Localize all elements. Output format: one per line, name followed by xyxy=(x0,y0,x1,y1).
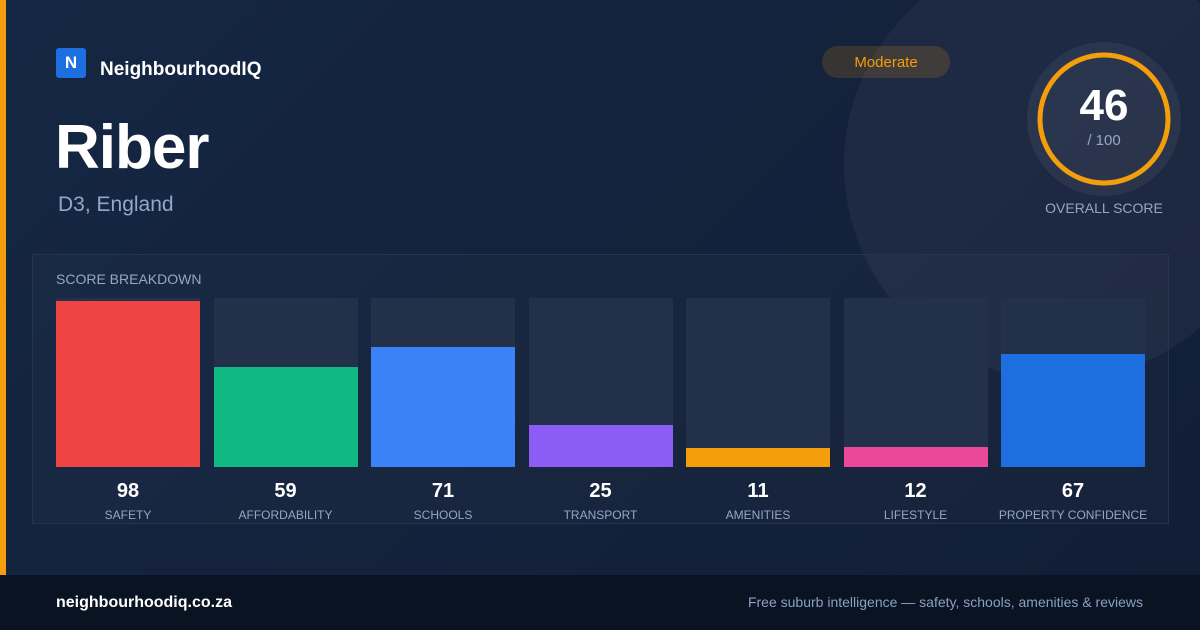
bar-label: AMENITIES xyxy=(725,508,791,522)
bar-track xyxy=(843,298,988,467)
bar-track xyxy=(528,298,673,467)
overall-score-label: OVERALL SCORE xyxy=(1045,200,1163,216)
bar-fill xyxy=(56,301,200,467)
bar-label: TRANSPORT xyxy=(563,508,638,522)
overall-score-ring: 46 / 100 xyxy=(1027,42,1181,196)
bar-value: 98 xyxy=(116,480,140,502)
share-card: N NeighbourhoodIQ Riber D3, England Mode… xyxy=(0,0,1200,575)
overall-score-value: 46 xyxy=(1079,81,1129,130)
bar-track xyxy=(56,298,200,467)
footer-url[interactable]: neighbourhoodiq.co.za xyxy=(56,594,232,611)
footer: neighbourhoodiq.co.za Free suburb intell… xyxy=(0,575,1200,630)
bar-fill xyxy=(843,446,988,467)
bar-track xyxy=(371,298,515,467)
page-title: Riber xyxy=(55,113,209,182)
bar-label: AFFORDABILITY xyxy=(238,508,333,522)
score-breakdown-title: SCORE BREAKDOWN xyxy=(56,271,202,287)
rating-badge: Moderate xyxy=(822,46,950,78)
accent-bar xyxy=(0,0,6,575)
bar-fill xyxy=(371,347,515,467)
score-breakdown-panel xyxy=(32,254,1169,524)
bar-value: 25 xyxy=(589,480,612,502)
brand: N NeighbourhoodIQ xyxy=(56,45,261,81)
bar-track xyxy=(213,298,358,467)
bar-fill xyxy=(528,424,673,467)
bar-value: 11 xyxy=(747,480,769,502)
location-subtitle: D3, England xyxy=(58,193,174,216)
bar-label: LIFESTYLE xyxy=(883,508,948,522)
brand-logo-icon: N xyxy=(56,48,86,78)
bar-track xyxy=(1001,298,1145,467)
score-ring-stroke xyxy=(1037,52,1171,186)
bar-fill xyxy=(686,448,830,467)
bar-value: 67 xyxy=(1061,480,1085,502)
footer-tagline: Free suburb intelligence — safety, schoo… xyxy=(747,594,1143,610)
bar-label: SCHOOLS xyxy=(413,508,473,522)
bar-fill xyxy=(213,367,358,467)
bar-value: 12 xyxy=(904,480,927,502)
bar-track xyxy=(686,298,830,467)
bar-value: 71 xyxy=(431,480,455,502)
brand-name: NeighbourhoodIQ xyxy=(100,59,262,80)
bar-label: SAFETY xyxy=(104,508,152,522)
overall-score-denominator: / 100 xyxy=(1087,132,1121,149)
bar-value: 59 xyxy=(274,480,297,502)
bar-fill xyxy=(1001,353,1145,467)
bar-label: PROPERTY CONFIDENCE xyxy=(998,508,1148,522)
score-ring-icon xyxy=(1037,52,1171,186)
